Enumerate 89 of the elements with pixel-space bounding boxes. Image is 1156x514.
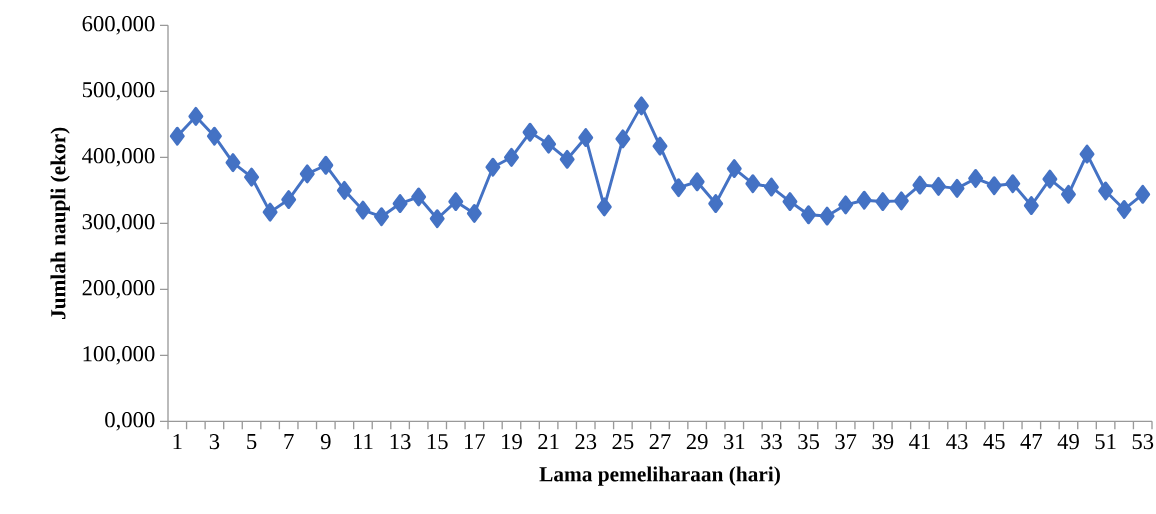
point	[281, 190, 297, 210]
point	[689, 172, 705, 192]
x-tick-label: 5	[247, 434, 257, 450]
point	[225, 153, 241, 173]
point	[578, 128, 594, 147]
x-tick-label: 13	[390, 434, 411, 450]
point	[504, 147, 519, 167]
point	[559, 149, 575, 169]
point	[1042, 169, 1058, 189]
point	[856, 190, 872, 210]
x-tick-label: 29	[686, 434, 708, 450]
x-tick-label: 11	[354, 434, 373, 450]
point	[633, 96, 649, 116]
point	[875, 192, 891, 212]
point	[986, 176, 1002, 196]
point	[244, 167, 260, 187]
point	[912, 175, 928, 195]
point	[262, 202, 278, 222]
point	[206, 126, 222, 146]
point	[838, 195, 854, 215]
y-tick-label: 500,000	[82, 82, 155, 101]
y-tick-label: 400,000	[82, 148, 155, 167]
x-tick-label: 51	[1095, 434, 1116, 450]
point	[1116, 200, 1132, 219]
x-tick-label: 19	[502, 434, 522, 450]
point	[1005, 174, 1021, 194]
x-tick-label: 39	[872, 434, 894, 450]
point	[763, 177, 779, 197]
x-tick-label: 53	[1132, 434, 1154, 450]
point	[801, 205, 816, 225]
point	[745, 174, 761, 194]
point	[708, 194, 724, 213]
x-tick-label: 43	[946, 434, 968, 450]
x-tick-label: 15	[427, 434, 448, 450]
point	[336, 180, 352, 200]
x-tick-label: 3	[209, 434, 220, 450]
x-tick-label: 37	[835, 434, 857, 450]
point	[893, 191, 909, 211]
point	[466, 203, 482, 223]
y-tick-label: 600,000	[82, 16, 155, 35]
x-tick-label: 1	[173, 434, 182, 450]
point	[782, 192, 798, 212]
x-axis-title: Lama pemeliharaan (hari)	[539, 466, 780, 486]
y-tick-label: 200,000	[82, 280, 155, 299]
point	[169, 126, 185, 146]
point	[392, 194, 408, 213]
x-tick-label: 45	[983, 434, 1005, 450]
point	[448, 192, 464, 212]
point	[299, 164, 315, 184]
point	[1060, 184, 1076, 204]
x-tick-label: 7	[284, 434, 294, 449]
point	[374, 207, 389, 227]
x-tick-label: 9	[320, 434, 331, 450]
point	[355, 200, 371, 220]
x-tick-label: 27	[649, 434, 671, 450]
point	[726, 159, 742, 179]
point	[968, 168, 984, 188]
y-tick-label: 100,000	[83, 346, 155, 365]
point	[1135, 184, 1151, 204]
point	[411, 187, 427, 207]
point	[485, 157, 501, 177]
x-tick-label: 17	[465, 434, 486, 450]
point	[652, 136, 668, 156]
x-tick-label: 31	[724, 434, 745, 450]
point	[1079, 144, 1095, 164]
point	[671, 178, 687, 198]
point	[615, 129, 631, 149]
x-tick-label: 41	[909, 434, 930, 450]
point	[931, 176, 946, 196]
x-tick-label: 47	[1020, 434, 1043, 449]
y-axis-title: Jumlah naupli (ekor)	[50, 127, 70, 319]
point	[522, 122, 538, 142]
x-tick-label: 25	[612, 434, 634, 450]
y-tick-label: 0,000	[105, 412, 155, 431]
point	[429, 209, 445, 229]
x-tick-label: 33	[761, 434, 782, 450]
y-tick-label: 300,000	[82, 214, 155, 233]
point	[541, 134, 557, 154]
x-tick-label: 49	[1057, 434, 1079, 450]
point	[949, 178, 965, 198]
x-tick-label: 23	[575, 434, 597, 450]
point	[318, 155, 334, 175]
point	[819, 206, 835, 226]
point	[188, 106, 204, 126]
point	[1023, 196, 1039, 215]
point	[1098, 181, 1114, 201]
point	[596, 197, 612, 217]
x-tick-label: 35	[798, 434, 819, 450]
x-tick-label: 21	[538, 434, 559, 450]
